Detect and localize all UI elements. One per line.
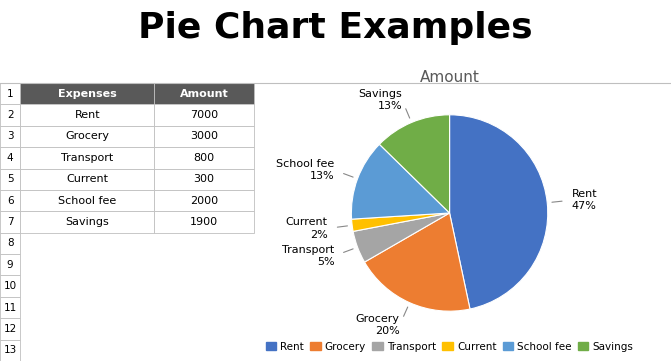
Text: 7: 7 bbox=[7, 217, 13, 227]
Bar bbox=[154, 147, 254, 169]
Text: 7000: 7000 bbox=[190, 110, 218, 120]
Wedge shape bbox=[450, 115, 548, 309]
Bar bbox=[0, 340, 20, 361]
Text: 1: 1 bbox=[7, 89, 13, 99]
Text: 11: 11 bbox=[3, 303, 17, 313]
Text: Savings
13%: Savings 13% bbox=[358, 89, 402, 111]
Bar bbox=[20, 169, 154, 190]
Text: School fee: School fee bbox=[58, 196, 116, 206]
Bar bbox=[154, 211, 254, 233]
Wedge shape bbox=[352, 144, 450, 219]
Text: Current
2%: Current 2% bbox=[286, 217, 328, 240]
Text: Expenses: Expenses bbox=[58, 89, 117, 99]
Bar bbox=[0, 147, 20, 169]
Text: 12: 12 bbox=[3, 324, 17, 334]
Wedge shape bbox=[379, 115, 450, 213]
Bar bbox=[20, 83, 154, 104]
Bar bbox=[0, 104, 20, 126]
Bar bbox=[0, 126, 20, 147]
Text: Grocery
20%: Grocery 20% bbox=[356, 314, 400, 336]
Text: 2: 2 bbox=[7, 110, 13, 120]
Bar bbox=[154, 83, 254, 104]
Bar bbox=[0, 190, 20, 211]
Bar bbox=[0, 83, 20, 104]
Bar bbox=[20, 211, 154, 233]
Text: Transport
5%: Transport 5% bbox=[282, 244, 335, 267]
Bar bbox=[0, 233, 20, 254]
Bar bbox=[154, 190, 254, 211]
Legend: Rent, Grocery, Transport, Current, School fee, Savings: Rent, Grocery, Transport, Current, Schoo… bbox=[262, 338, 637, 356]
Text: Amount: Amount bbox=[180, 89, 228, 99]
Text: 8: 8 bbox=[7, 238, 13, 248]
Text: 1900: 1900 bbox=[190, 217, 218, 227]
Text: Rent
47%: Rent 47% bbox=[572, 189, 597, 211]
Text: 10: 10 bbox=[3, 281, 17, 291]
Bar bbox=[154, 104, 254, 126]
Text: Transport: Transport bbox=[61, 153, 113, 163]
Text: Current: Current bbox=[66, 174, 108, 184]
Bar bbox=[0, 169, 20, 190]
Wedge shape bbox=[364, 213, 470, 311]
Text: Rent: Rent bbox=[74, 110, 100, 120]
Text: 2000: 2000 bbox=[190, 196, 218, 206]
Bar bbox=[0, 275, 20, 297]
Bar bbox=[20, 126, 154, 147]
Wedge shape bbox=[352, 213, 450, 231]
Bar bbox=[0, 297, 20, 318]
Bar bbox=[20, 147, 154, 169]
Text: 6: 6 bbox=[7, 196, 13, 206]
Bar bbox=[0, 254, 20, 275]
Text: 800: 800 bbox=[193, 153, 215, 163]
Text: Pie Chart Examples: Pie Chart Examples bbox=[138, 11, 533, 45]
Bar bbox=[0, 318, 20, 340]
Bar bbox=[154, 169, 254, 190]
Text: Savings: Savings bbox=[65, 217, 109, 227]
Bar bbox=[154, 126, 254, 147]
Bar bbox=[20, 104, 154, 126]
Text: 9: 9 bbox=[7, 260, 13, 270]
Text: 3: 3 bbox=[7, 131, 13, 142]
Title: Amount: Amount bbox=[419, 70, 480, 85]
Text: School fee
13%: School fee 13% bbox=[276, 159, 335, 182]
Text: 5: 5 bbox=[7, 174, 13, 184]
Text: 3000: 3000 bbox=[190, 131, 218, 142]
Wedge shape bbox=[353, 213, 450, 262]
Text: 13: 13 bbox=[3, 345, 17, 355]
Text: 4: 4 bbox=[7, 153, 13, 163]
Text: 300: 300 bbox=[193, 174, 215, 184]
Text: Grocery: Grocery bbox=[65, 131, 109, 142]
Bar bbox=[0, 211, 20, 233]
Bar bbox=[20, 190, 154, 211]
